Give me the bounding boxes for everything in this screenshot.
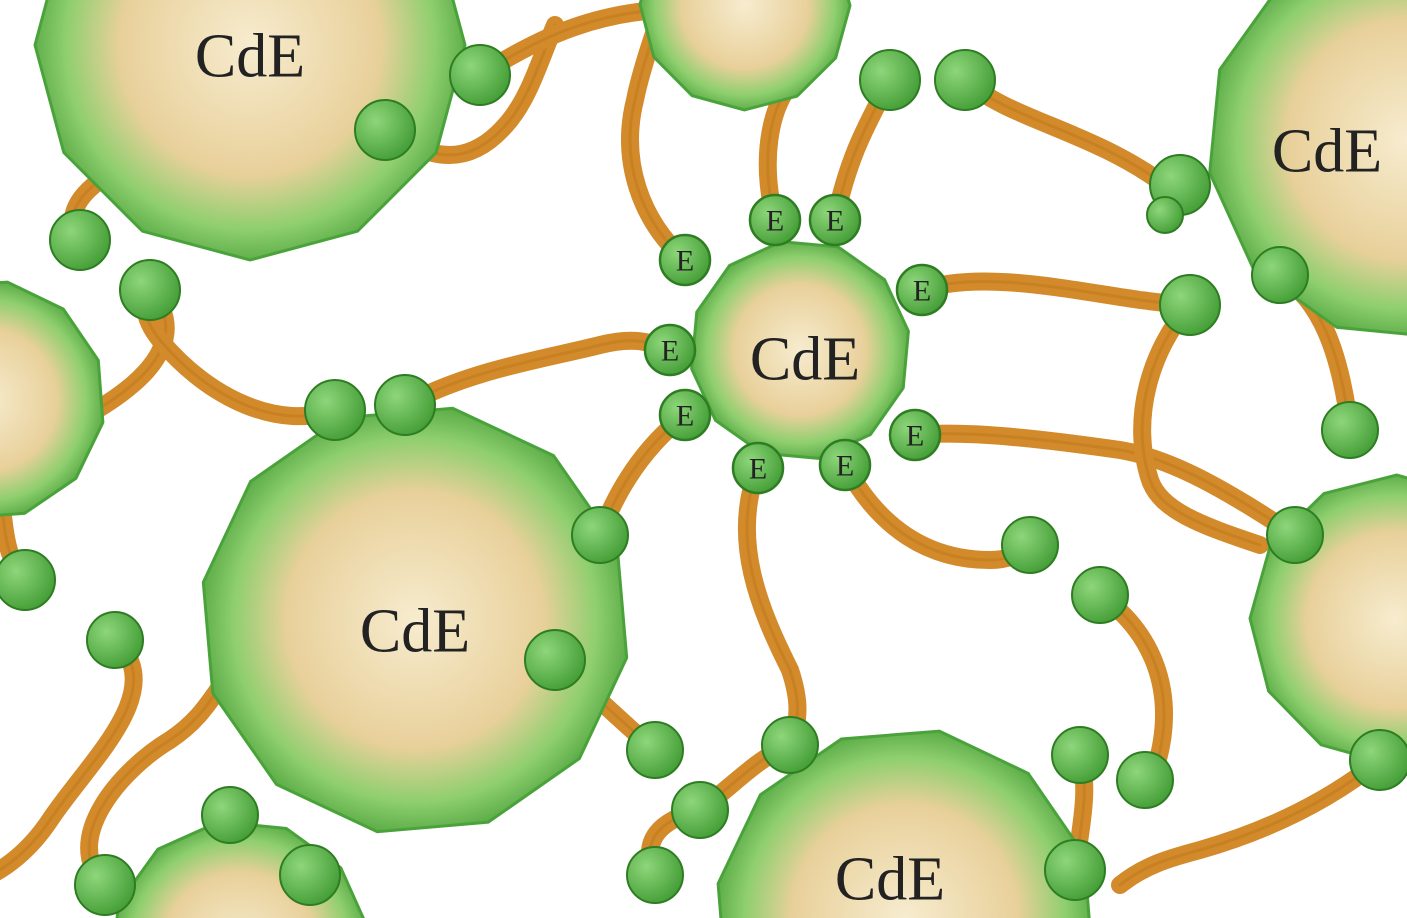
- ligand-dot: [1147, 197, 1183, 233]
- ligand-dot: [572, 507, 628, 563]
- ligand-dot: [1072, 567, 1128, 623]
- tail-ribbon-edge: [915, 434, 1295, 535]
- ligand-dot: [202, 787, 258, 843]
- ligand-dot: [1322, 402, 1378, 458]
- big-nodes-layer: CdE CdE CdE CdE CdE: [0, 0, 1407, 918]
- ligand-dot: [355, 100, 415, 160]
- cde-label: CdE: [1272, 118, 1382, 186]
- e-dot-label: E: [826, 205, 844, 238]
- ligand-dot: [75, 855, 135, 915]
- ligand-dot: [1252, 247, 1308, 303]
- tail-ribbon: [747, 468, 798, 745]
- ligand-dot: [87, 612, 143, 668]
- e-dot-label: E: [906, 420, 924, 453]
- diagram-canvas: CdECdECdECdECdE EEEEEEEEE: [0, 0, 1407, 918]
- ligand-dot: [450, 45, 510, 105]
- ligand-dot: [525, 630, 585, 690]
- cde-label: CdE: [195, 23, 305, 91]
- ligand-dot: [305, 380, 365, 440]
- ligand-dot: [672, 782, 728, 838]
- cde-label: CdE: [360, 598, 470, 666]
- cde-node: [0, 282, 103, 518]
- e-dot-label: E: [676, 400, 694, 433]
- ligand-dot: [1160, 275, 1220, 335]
- ligand-dot: [0, 550, 55, 610]
- ligand-dot: [1117, 752, 1173, 808]
- e-dot-label: E: [913, 275, 931, 308]
- ligand-dot: [120, 260, 180, 320]
- ligand-dot: [1267, 507, 1323, 563]
- ligand-dot: [50, 210, 110, 270]
- e-dot-label: E: [749, 453, 767, 486]
- ligand-dot: [860, 50, 920, 110]
- ligand-dot: [935, 50, 995, 110]
- ligand-dot: [280, 845, 340, 905]
- cde-node: [640, 0, 850, 110]
- ligand-dot: [1052, 727, 1108, 783]
- ligand-dot: [1350, 730, 1407, 790]
- ligand-dot: [1002, 517, 1058, 573]
- cde-label: CdE: [750, 326, 860, 394]
- e-dot-label: E: [661, 335, 679, 368]
- tail-ribbon: [405, 341, 670, 405]
- ligand-dot: [1045, 840, 1105, 900]
- ligand-dot: [627, 722, 683, 778]
- tail-ribbon: [0, 640, 134, 880]
- ligand-dot: [375, 375, 435, 435]
- cde-label: CdE: [835, 846, 945, 914]
- e-dot-label: E: [836, 450, 854, 483]
- e-dot-label: E: [676, 245, 694, 278]
- ligand-dot: [762, 717, 818, 773]
- e-dot-label: E: [766, 205, 784, 238]
- ligand-dot: [627, 847, 683, 903]
